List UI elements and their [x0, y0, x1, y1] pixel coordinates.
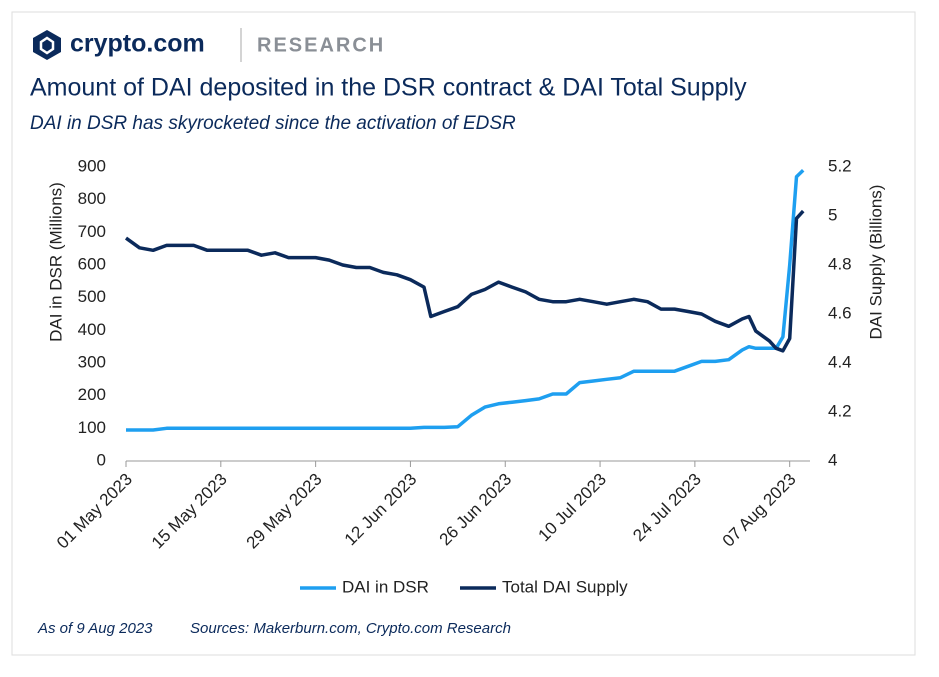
- y-tick-label: 200: [78, 385, 106, 404]
- chart-subtitle: DAI in DSR has skyrocketed since the act…: [30, 113, 516, 134]
- y-tick-label: 0: [97, 450, 106, 469]
- y2-tick-label: 4: [828, 450, 837, 469]
- y2-tick-label: 4.6: [828, 303, 852, 322]
- y-tick-label: 300: [78, 352, 106, 371]
- y-tick-label: 100: [78, 418, 106, 437]
- series-line: [124, 209, 805, 353]
- y2-axis-title: DAI Supply (Billions): [866, 185, 885, 340]
- y-tick-label: 500: [78, 287, 106, 306]
- legend-label: Total DAI Supply: [502, 577, 628, 596]
- y-tick-label: 800: [78, 189, 106, 208]
- card: [11, 11, 916, 656]
- y2-tick-label: 5.2: [828, 156, 852, 175]
- footnote-sources: Sources: Makerburn.com, Crypto.com Resea…: [190, 620, 511, 637]
- brand: crypto.com: [70, 30, 205, 58]
- footnote-date: As of 9 Aug 2023: [37, 620, 153, 637]
- legend-label: DAI in DSR: [342, 577, 429, 596]
- y2-tick-label: 4.8: [828, 254, 852, 273]
- y-tick-label: 900: [78, 156, 106, 175]
- logo: [33, 30, 61, 60]
- y-axis-title: DAI in DSR (Millions): [46, 182, 65, 342]
- y-tick-label: 400: [78, 320, 106, 339]
- logo-inner: [39, 36, 55, 55]
- y2-tick-label: 4.2: [828, 401, 852, 420]
- chart-title: Amount of DAI deposited in the DSR contr…: [30, 74, 747, 102]
- y2-tick-label: 4.4: [828, 352, 852, 371]
- y-tick-label: 600: [78, 254, 106, 273]
- series-line: [126, 169, 805, 432]
- section: RESEARCH: [257, 34, 385, 56]
- y-tick-label: 700: [78, 222, 106, 241]
- y2-tick-label: 5: [828, 205, 837, 224]
